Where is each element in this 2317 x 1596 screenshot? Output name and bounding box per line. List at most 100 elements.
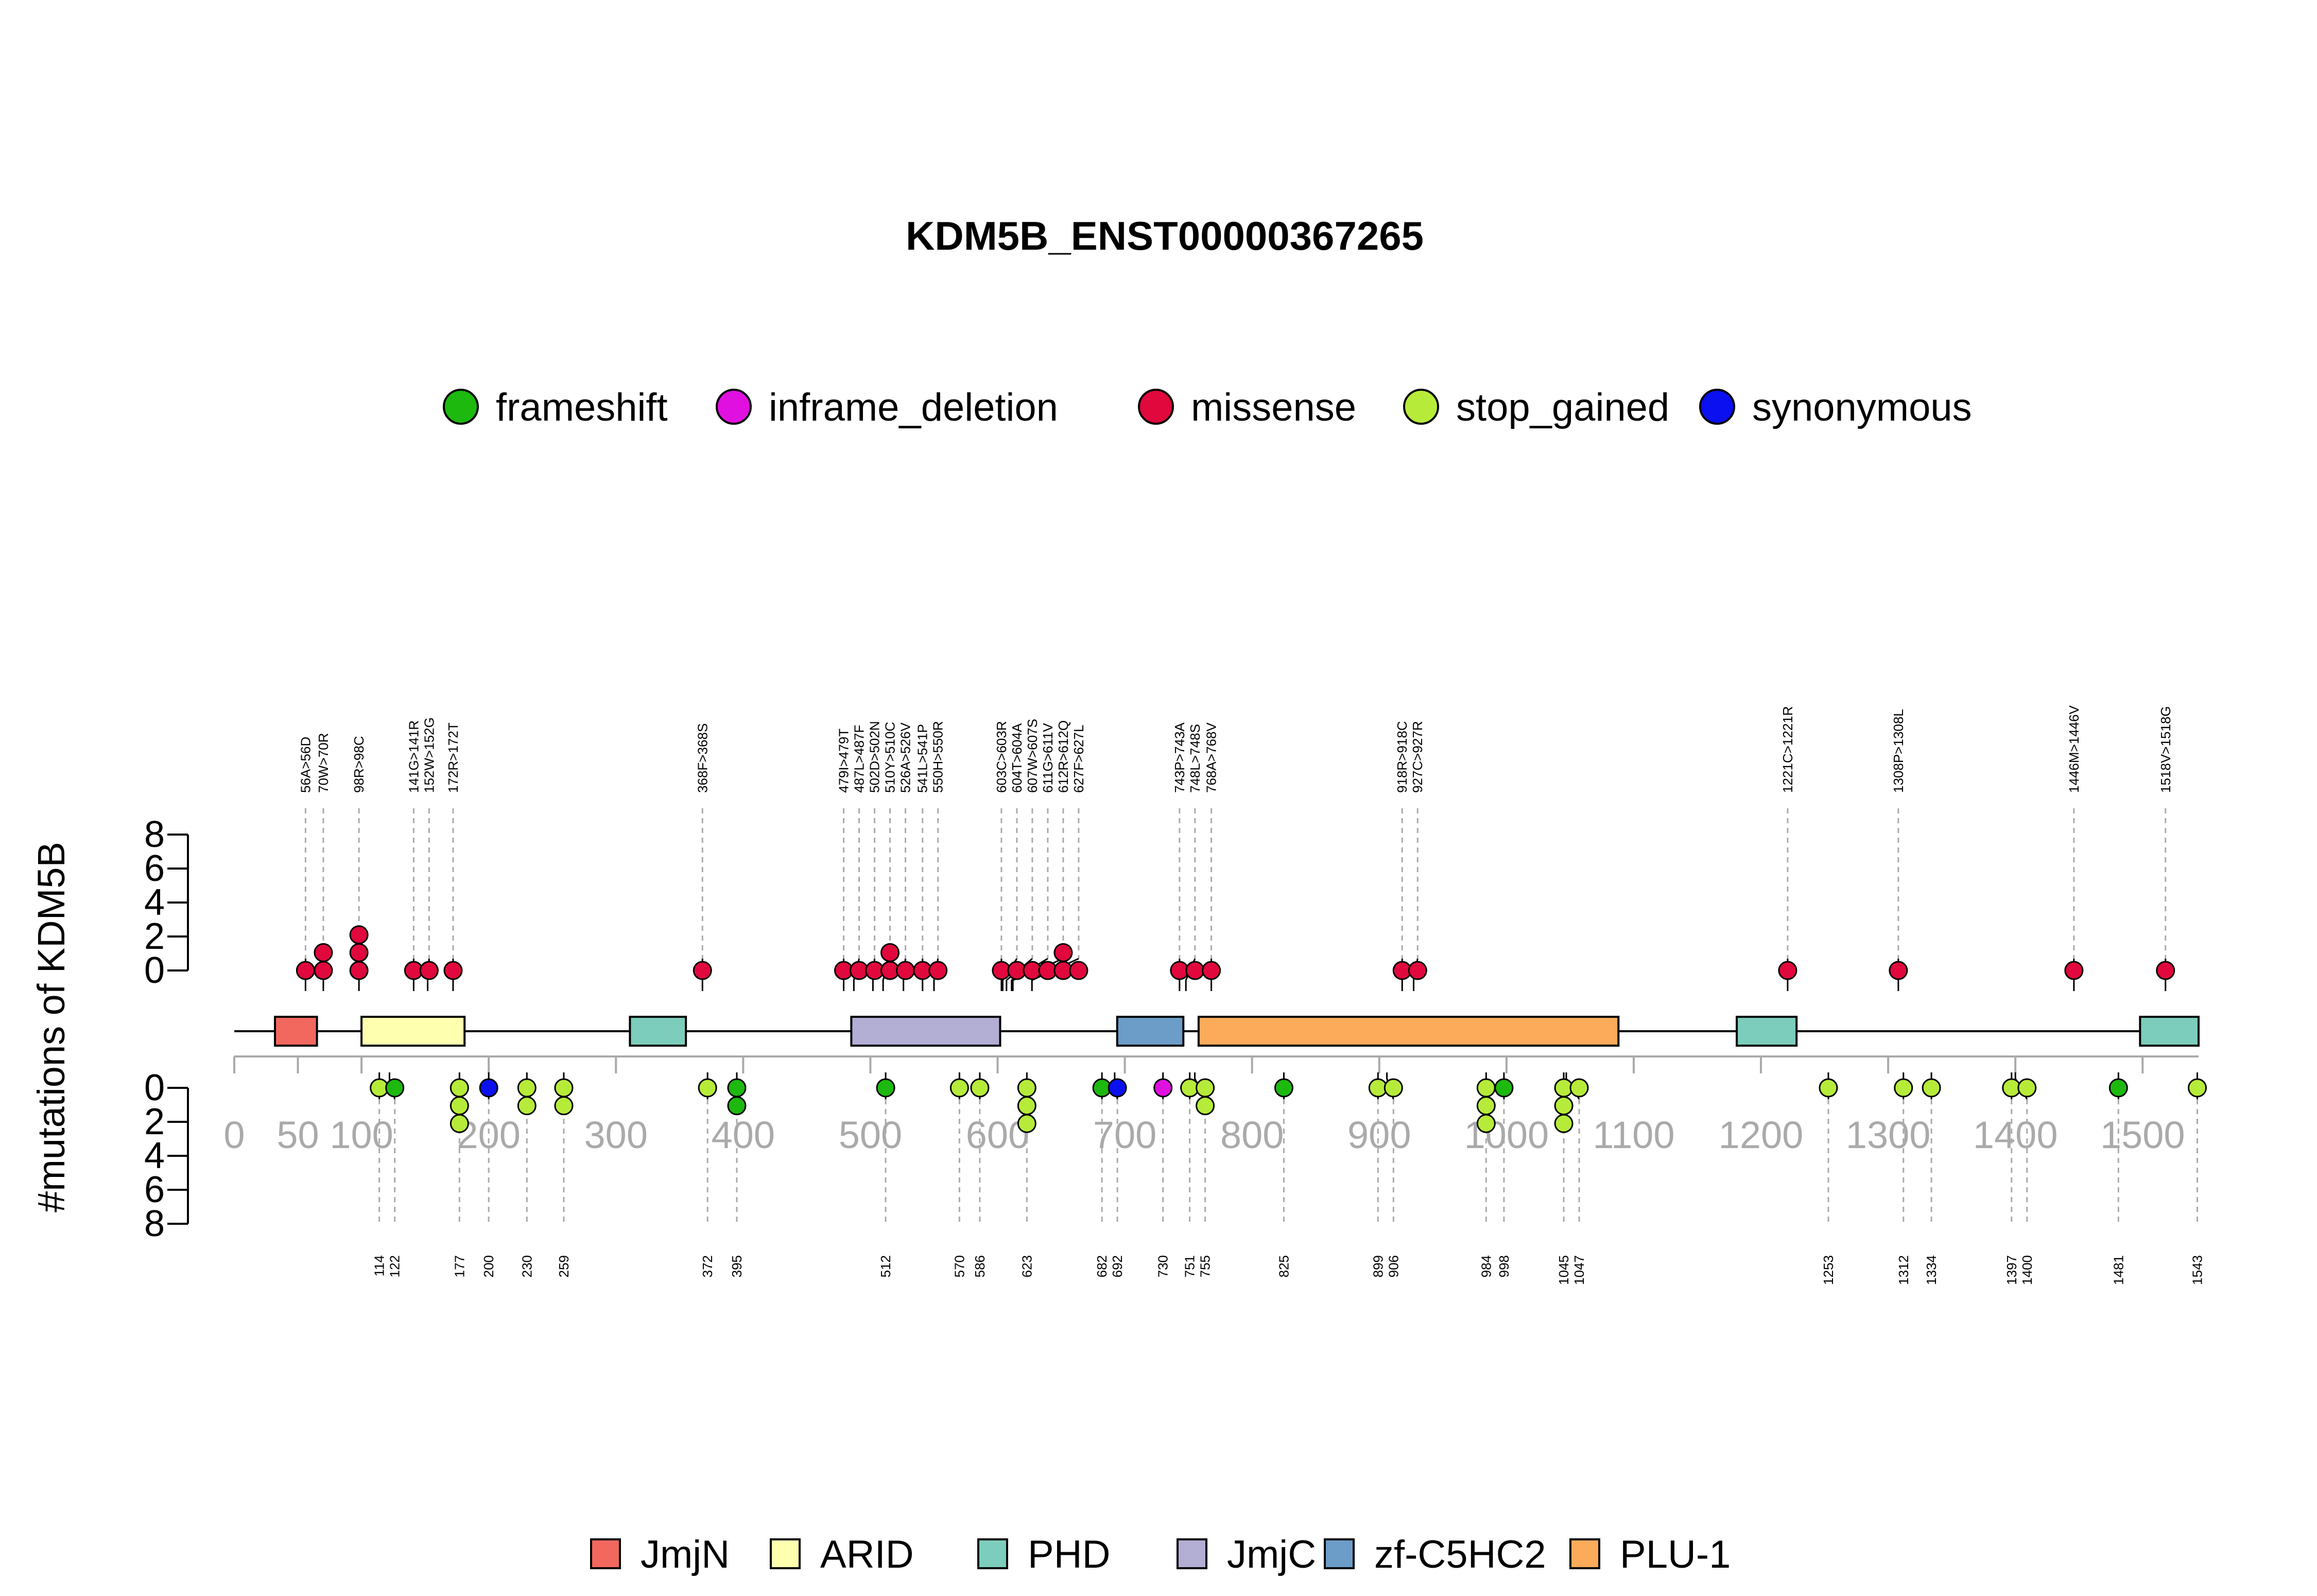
top-mutation-label: 526A>526V bbox=[898, 722, 913, 793]
position-tick-label: 500 bbox=[839, 1114, 902, 1156]
domain-ARID bbox=[360, 1016, 466, 1047]
bottom-mutation-label: 259 bbox=[556, 1255, 572, 1277]
mutation-point-missense bbox=[314, 943, 333, 962]
domain-PHD bbox=[629, 1016, 687, 1047]
bottom-mutation-label: 730 bbox=[1155, 1255, 1171, 1277]
top-mutation-label: 927C>927R bbox=[1410, 721, 1425, 793]
bottom-y-tick-label: 4 bbox=[144, 1135, 165, 1176]
top-mutation-label: 612R>612Q bbox=[1056, 720, 1071, 793]
domain-PLU-1 bbox=[1197, 1016, 1620, 1047]
mutation-point-stop_gained bbox=[1476, 1096, 1496, 1116]
bottom-y-tick-label: 8 bbox=[144, 1203, 165, 1244]
domain-boxes bbox=[274, 1016, 2200, 1047]
bottom-mutation-label: 623 bbox=[1019, 1255, 1034, 1277]
bottom-mutation-label: 906 bbox=[1386, 1255, 1401, 1277]
mutation-point-missense bbox=[1202, 961, 1221, 980]
mutation-point-frameshift bbox=[876, 1078, 895, 1098]
top-mutation-label: 70W>70R bbox=[316, 733, 331, 793]
mutation-point-missense bbox=[349, 943, 369, 962]
mutation-point-stop_gained bbox=[2188, 1078, 2207, 1098]
bottom-mutation-label: 200 bbox=[481, 1255, 496, 1277]
position-tick-label: 800 bbox=[1220, 1114, 1284, 1156]
mutation-point-missense bbox=[314, 961, 333, 980]
top-mutation-label: 1518V>1518G bbox=[2158, 706, 2173, 793]
domain-legend-swatch-zf-C5HC2 bbox=[1324, 1538, 1355, 1569]
top-mutation-label: 607W>607S bbox=[1025, 719, 1040, 793]
mutation-labels: 56A>56D 70W>70R 98R>98C 141G>141R 152W>152G 1… bbox=[298, 705, 2205, 1285]
mutation-point-frameshift bbox=[727, 1078, 747, 1098]
mutation-point-missense bbox=[1889, 961, 1908, 980]
top-y-tick-label: 4 bbox=[144, 882, 165, 923]
domain-zf-C5HC2 bbox=[1116, 1016, 1185, 1047]
bottom-mutation-label: 998 bbox=[1496, 1255, 1512, 1277]
top-mutation-label: 479I>479T bbox=[836, 728, 852, 793]
bottom-y-tick-label: 0 bbox=[144, 1067, 165, 1108]
bottom-mutation-label: 692 bbox=[1110, 1255, 1125, 1277]
bottom-mutation-label: 1334 bbox=[1924, 1255, 1939, 1285]
mutation-point-stop_gained bbox=[970, 1078, 990, 1098]
mutation-point-frameshift bbox=[1494, 1078, 1514, 1098]
top-mutation-label: 604T>604A bbox=[1009, 723, 1025, 793]
bottom-mutation-label: 984 bbox=[1478, 1255, 1494, 1277]
bottom-mutation-label: 230 bbox=[519, 1255, 534, 1277]
position-tick-label: 900 bbox=[1347, 1114, 1411, 1156]
mutation-point-missense bbox=[419, 961, 439, 980]
mutation-point-frameshift bbox=[2108, 1078, 2128, 1098]
position-tick-label: 1400 bbox=[1973, 1114, 2058, 1156]
mutation-point-frameshift bbox=[1274, 1078, 1293, 1098]
mutation-point-missense bbox=[1778, 961, 1797, 980]
domain-legend-label-JmjN: JmjN bbox=[641, 1533, 730, 1576]
mutation-point-stop_gained bbox=[1922, 1078, 1941, 1098]
bottom-y-tick-label: 6 bbox=[144, 1169, 165, 1210]
mutation-point-stop_gained bbox=[517, 1078, 537, 1098]
mutation-point-missense bbox=[896, 961, 915, 980]
mutation-point-stop_gained bbox=[1017, 1114, 1036, 1133]
bottom-mutation-label: 395 bbox=[729, 1255, 745, 1277]
mutation-point-stop_gained bbox=[1017, 1096, 1036, 1116]
mutation-legend: frameshift inframe_deletion missense stop_g… bbox=[443, 386, 1972, 429]
mutation-point-missense bbox=[1185, 961, 1205, 980]
mutation-point-frameshift bbox=[385, 1078, 405, 1098]
top-mutation-label: 152W>152G bbox=[421, 717, 437, 793]
domain-PHD bbox=[2139, 1016, 2200, 1047]
domain-legend-label-JmjC: JmjC bbox=[1227, 1533, 1316, 1576]
top-mutation-label: 768A>768V bbox=[1204, 722, 1219, 793]
legend-swatch-inframe_deletion bbox=[716, 389, 752, 425]
mutation-point-stop_gained bbox=[1894, 1078, 1913, 1098]
top-mutation-label: 487L>487F bbox=[852, 725, 867, 793]
top-mutation-label: 627F>627L bbox=[1071, 725, 1086, 793]
mutation-point-stop_gained bbox=[1196, 1096, 1215, 1116]
bottom-mutation-label: 570 bbox=[952, 1255, 967, 1277]
legend-label-frameshift: frameshift bbox=[496, 386, 668, 429]
mutation-point-stop_gained bbox=[517, 1096, 537, 1116]
mutation-point-frameshift bbox=[727, 1096, 747, 1116]
bottom-mutation-label: 1045 bbox=[1556, 1255, 1571, 1285]
mutation-point-inframe_deletion bbox=[1153, 1078, 1173, 1098]
top-y-tick-label: 2 bbox=[144, 916, 165, 957]
bottom-mutation-label: 1397 bbox=[2004, 1255, 2019, 1285]
domain-legend: JmjN ARID PHD JmjC zf-C5HC2 PLU-1 bbox=[590, 1533, 1731, 1576]
position-tick-label: 700 bbox=[1093, 1114, 1156, 1156]
position-tick-label: 50 bbox=[276, 1114, 319, 1156]
bottom-mutation-label: 751 bbox=[1182, 1255, 1198, 1277]
position-tick-label: 1000 bbox=[1464, 1114, 1549, 1156]
bottom-mutation-label: 1400 bbox=[2019, 1255, 2035, 1285]
legend-label-inframe_deletion: inframe_deletion bbox=[769, 386, 1058, 429]
mutation-point-stop_gained bbox=[1384, 1078, 1403, 1098]
domain-legend-label-ARID: ARID bbox=[820, 1533, 914, 1576]
bottom-mutation-label: 1253 bbox=[1821, 1255, 1836, 1285]
legend-swatch-missense bbox=[1138, 389, 1174, 425]
position-axis: 0 50 100 200 300 400 500 600 700 800 900 1000 1100 12… bbox=[223, 1055, 2199, 1156]
mutation-point-missense bbox=[693, 961, 712, 980]
legend-swatch-stop_gained bbox=[1403, 389, 1439, 425]
mutation-point-stop_gained bbox=[1569, 1078, 1589, 1098]
bottom-mutation-label: 755 bbox=[1198, 1255, 1213, 1277]
bottom-mutation-label: 1312 bbox=[1896, 1255, 1911, 1285]
top-mutation-label: 98R>98C bbox=[351, 736, 367, 793]
domain-JmjN bbox=[274, 1016, 318, 1047]
top-mutation-label: 611G>611V bbox=[1040, 723, 1056, 793]
mutation-point-stop_gained bbox=[698, 1078, 717, 1098]
chart-title: KDM5B_ENST00000367265 bbox=[906, 213, 1424, 258]
